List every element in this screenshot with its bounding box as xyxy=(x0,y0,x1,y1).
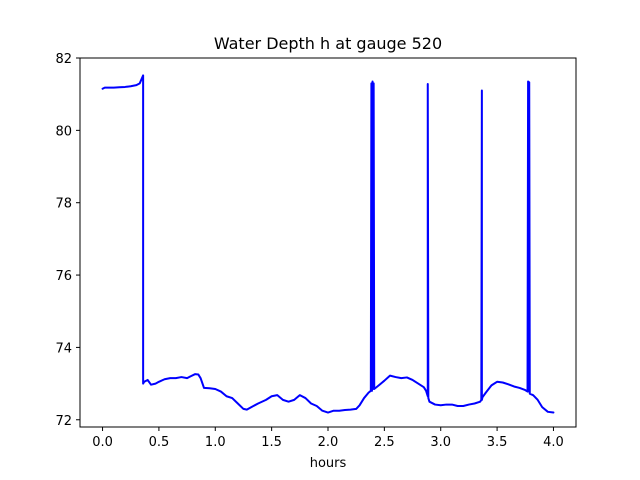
y-tick-label: 76 xyxy=(55,269,72,284)
x-tick-label: 1.0 xyxy=(205,435,226,450)
x-axis-label: hours xyxy=(310,456,347,471)
y-tick-label: 80 xyxy=(55,124,72,139)
x-tick-label: 1.5 xyxy=(261,435,282,450)
x-tick-label: 0.5 xyxy=(149,435,170,450)
y-tick-label: 72 xyxy=(55,414,72,429)
x-tick-label: 2.5 xyxy=(374,435,395,450)
x-tick-label: 0.0 xyxy=(92,435,113,450)
series-line-0 xyxy=(101,74,555,414)
x-tick-label: 3.0 xyxy=(430,435,451,450)
x-tick-label: 3.5 xyxy=(487,435,508,450)
y-tick-label: 74 xyxy=(55,341,72,356)
x-tick-label: 2.0 xyxy=(318,435,339,450)
chart-title: Water Depth h at gauge 520 xyxy=(214,34,442,53)
x-tick-label: 4.0 xyxy=(543,435,564,450)
y-tick-label: 82 xyxy=(55,52,72,67)
plot-area: 0.0 0.5 1.0 1.5 2.0 2.5 3.0 3.5 4.0 72 74 76 78 80 82 xyxy=(55,52,577,450)
y-tick-label: 78 xyxy=(55,197,72,212)
